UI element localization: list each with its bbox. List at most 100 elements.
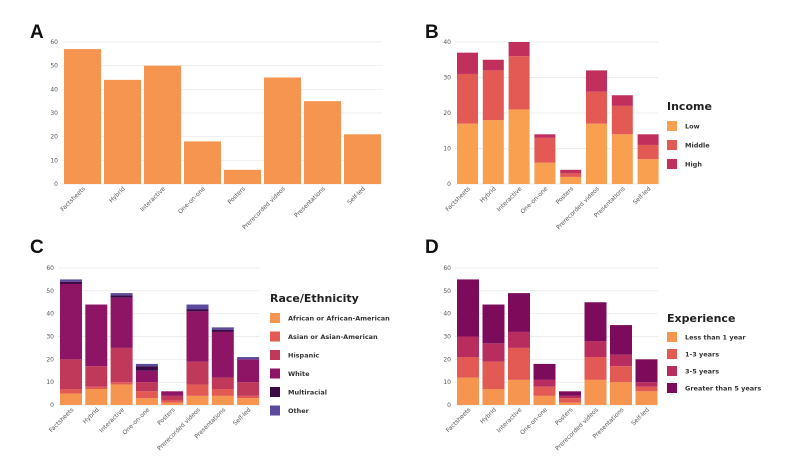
bar-segment-hybrid-high <box>482 59 504 71</box>
y-tick-label: 50 <box>50 63 58 70</box>
bar-segment-hybrid-less-than-1-year <box>482 389 505 405</box>
bar-segment-factsheets-1-3-years <box>457 357 479 378</box>
panel-label-c: C <box>30 237 44 258</box>
panel-label-b: B <box>425 22 439 43</box>
bar-segment-factsheets-multiracial <box>60 281 82 284</box>
bar-segment-interactive-high <box>508 42 530 57</box>
x-tick-label: One-on-one <box>121 406 151 436</box>
y-tick-label: 40 <box>443 311 451 318</box>
x-tick-label: Factsheets <box>444 185 472 213</box>
chart-panel-a: A 0 10 20 30 40 50 60 Factsheets Hybrid Interactiv… <box>30 22 382 231</box>
bar-segment-prerecorded-videos-hispanic <box>186 361 209 385</box>
bar-segment-posters-low <box>560 176 582 184</box>
bar-segment-prerecorded-videos-less-than-1-year <box>584 379 607 405</box>
legend-entry: White <box>288 370 310 378</box>
bar-segment-prerecorded-videos-3-5-years <box>584 341 607 358</box>
legend-entry: Asian or Asian-American <box>288 333 378 341</box>
x-tick-label: Self-led <box>232 406 253 427</box>
x-tick-label: Interactive <box>139 185 167 213</box>
bar-segment-hybrid-middle <box>482 70 504 121</box>
legend-swatch <box>667 366 677 376</box>
legend-entry: Other <box>288 407 310 415</box>
legend-title: Race/Ethnicity <box>270 292 359 305</box>
x-tick-label: Hybrid <box>479 185 498 204</box>
bar-segment-posters-greater-than-5-years <box>559 391 581 396</box>
bar-segment-prerecorded-videos-low <box>586 123 607 184</box>
bar-segment-one-on-one-other <box>135 363 158 367</box>
panel-label-a: A <box>30 22 44 43</box>
x-tick-label: Factsheets <box>48 406 76 434</box>
bar-segment-one-on-one-hispanic <box>135 382 158 392</box>
bar-segment-one-on-one-african-or-african-american <box>135 398 158 405</box>
bar-segment-hybrid-asian-or-asian-american <box>85 386 108 390</box>
bar-segment-factsheets-other <box>60 279 82 282</box>
bar-prerecorded-videos <box>264 77 301 184</box>
legend-title: Experience <box>667 312 735 325</box>
bar-segment-presentations-low <box>611 134 633 184</box>
bar-segment-one-on-one-greater-than-5-years <box>533 363 556 380</box>
legend-swatch <box>270 313 280 323</box>
bar-factsheets <box>64 49 101 184</box>
bar-segment-interactive-other <box>110 293 133 296</box>
bar-segment-presentations-high <box>611 95 633 106</box>
y-tick-label: 40 <box>443 39 451 46</box>
bar-segment-presentations-middle <box>611 105 633 135</box>
bar-segment-self-led-low <box>637 159 659 184</box>
legend-swatch <box>270 368 280 379</box>
bar-segment-self-led-asian-or-asian-american <box>237 395 260 399</box>
y-tick-label: 10 <box>46 379 54 386</box>
y-tick-label: 0 <box>447 402 451 409</box>
bar-posters <box>224 169 261 184</box>
bar-segment-interactive-low <box>508 109 530 184</box>
x-tick-label: Posters <box>555 185 575 205</box>
bar-segment-factsheets-3-5-years <box>457 336 479 358</box>
bar-segment-posters-3-5-years <box>559 395 581 399</box>
bar-segment-presentations-3-5-years <box>610 354 632 367</box>
bar-segment-interactive-less-than-1-year <box>508 379 530 405</box>
y-tick-label: 50 <box>46 288 54 295</box>
legend-entry: Hispanic <box>288 352 319 360</box>
bar-segment-self-led-greater-than-5-years <box>635 359 658 383</box>
legend-swatch <box>667 121 677 131</box>
bar-hybrid <box>104 79 141 184</box>
bar-segment-prerecorded-videos-asian-or-asian-american <box>186 384 209 396</box>
bar-segment-posters-hispanic <box>161 395 184 401</box>
bar-segment-factsheets-high <box>457 52 478 74</box>
bar-segment-prerecorded-videos-multiracial <box>186 309 209 312</box>
bar-segment-presentations-white <box>211 331 234 378</box>
bar-segment-one-on-one-asian-or-asian-american <box>135 391 158 399</box>
y-tick-label: 20 <box>50 134 58 141</box>
bar-segment-prerecorded-videos-other <box>186 304 209 310</box>
panel-label-d: D <box>425 237 439 258</box>
y-tick-label: 50 <box>443 288 451 295</box>
y-tick-label: 10 <box>50 157 58 164</box>
bar-presentations <box>304 101 341 184</box>
bar-segment-one-on-one-low <box>534 162 556 184</box>
legend-swatch <box>270 331 280 342</box>
bar-segment-hybrid-low <box>482 120 504 184</box>
bar-segment-one-on-one-middle <box>534 137 556 163</box>
bar-segment-one-on-one-high <box>534 134 556 138</box>
bar-segment-presentations-less-than-1-year <box>610 382 632 405</box>
bar-segment-presentations-other <box>211 327 234 330</box>
bar-segment-prerecorded-videos-greater-than-5-years <box>584 302 607 342</box>
y-tick-label: 10 <box>443 146 451 153</box>
bar-segment-posters-african-or-african-american <box>161 402 184 405</box>
bar-segment-interactive-asian-or-asian-american <box>110 382 133 385</box>
bar-segment-posters-high <box>560 169 582 174</box>
x-tick-label: One-on-one <box>519 185 549 215</box>
y-tick-label: 40 <box>50 86 58 93</box>
bar-segment-prerecorded-videos-middle <box>586 91 607 124</box>
bar-segment-prerecorded-videos-high <box>586 70 607 92</box>
y-tick-label: 30 <box>443 334 451 341</box>
legend-entry: African or African-American <box>288 315 390 323</box>
bar-segment-factsheets-low <box>457 123 478 184</box>
bar-segment-prerecorded-videos-1-3-years <box>584 357 607 380</box>
x-tick-label: Self-led <box>346 185 367 206</box>
bar-segment-interactive-multiracial <box>110 295 133 298</box>
bar-segment-one-on-one-1-3-years <box>533 386 556 396</box>
bar-segment-posters-less-than-1-year <box>559 402 581 405</box>
y-tick-label: 40 <box>46 311 54 318</box>
y-tick-label: 0 <box>50 402 54 409</box>
